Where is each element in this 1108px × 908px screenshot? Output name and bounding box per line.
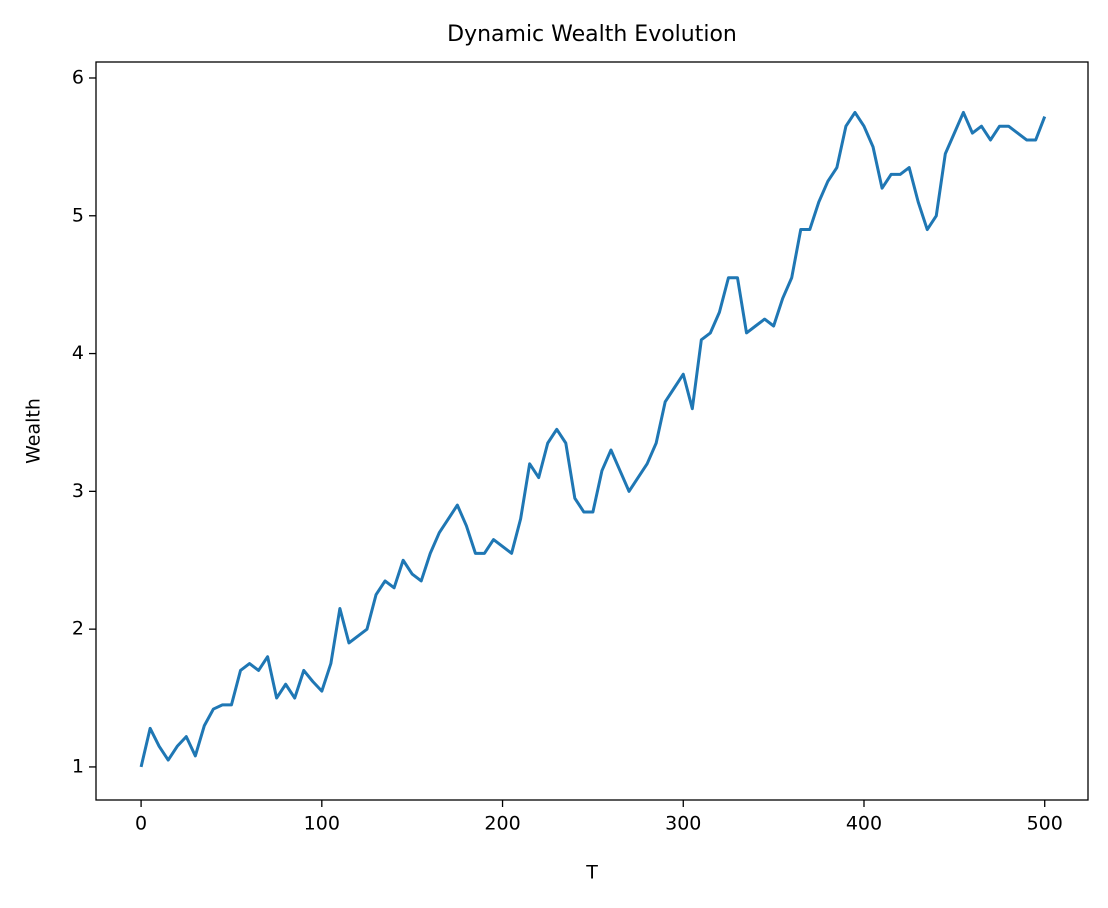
x-tick-label: 400: [846, 813, 882, 835]
y-tick-label: 5: [72, 204, 84, 226]
x-tick-label: 300: [665, 813, 701, 835]
chart-title: Dynamic Wealth Evolution: [447, 22, 737, 47]
y-tick-label: 6: [72, 66, 84, 88]
y-tick-label: 1: [72, 755, 84, 777]
plot-frame: [95, 61, 1089, 801]
x-tick-label: 0: [135, 813, 147, 835]
y-axis-label: Wealth: [23, 398, 45, 464]
x-tick-label: 200: [484, 813, 520, 835]
x-axis-label: T: [585, 862, 598, 884]
y-tick-label: 4: [72, 342, 84, 364]
y-tick-label: 2: [72, 618, 84, 640]
data-line: [139, 110, 1047, 768]
x-tick-label: 500: [1027, 813, 1063, 835]
x-tick-label: 100: [304, 813, 340, 835]
y-tick-label: 3: [72, 480, 84, 502]
